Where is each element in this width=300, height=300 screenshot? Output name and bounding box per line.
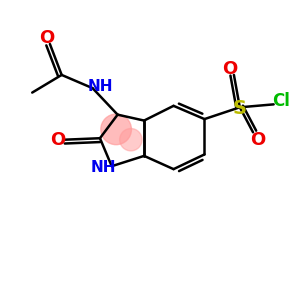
- Text: O: O: [39, 29, 55, 47]
- Circle shape: [120, 128, 142, 151]
- Text: O: O: [50, 131, 66, 149]
- Text: Cl: Cl: [272, 92, 290, 110]
- Text: NH: NH: [88, 79, 114, 94]
- Circle shape: [101, 114, 131, 145]
- Text: S: S: [233, 99, 247, 118]
- Text: O: O: [222, 60, 237, 78]
- Text: NH: NH: [91, 160, 116, 175]
- Text: O: O: [250, 131, 265, 149]
